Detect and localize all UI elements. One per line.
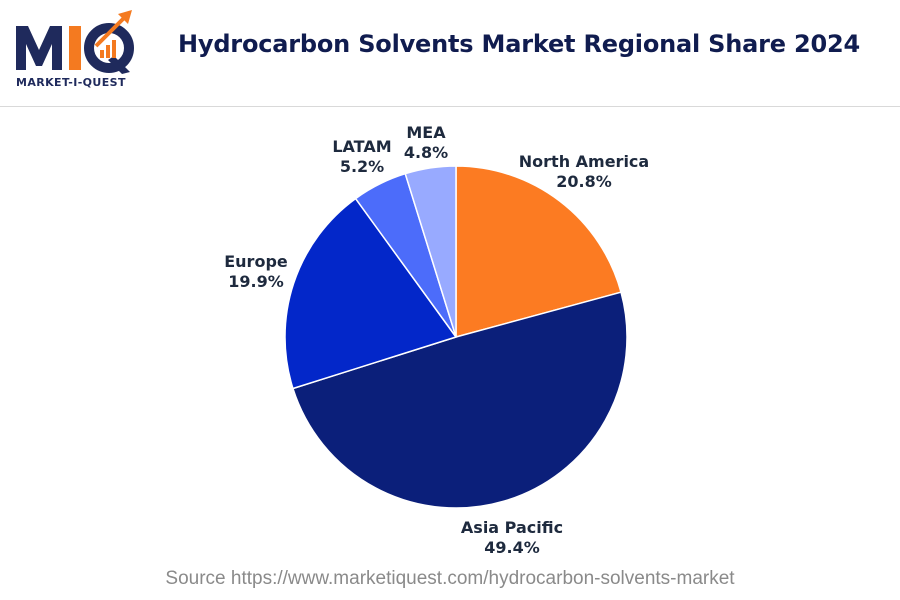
pie-slice-asia-pacific[interactable] — [291, 291, 628, 509]
pie-slice-north-america[interactable] — [455, 165, 622, 338]
source-note[interactable]: Source https://www.marketiquest.com/hydr… — [165, 568, 735, 589]
pie-label-mea: MEA 4.8% — [404, 123, 448, 162]
chart-title: Hydrocarbon Solvents Market Regional Sha… — [178, 30, 861, 58]
miq-logo-mark — [16, 10, 134, 74]
pie-label-north-america: North America 20.8% — [519, 152, 649, 191]
brand-logo[interactable]: MARKET-I-QUEST — [14, 10, 144, 94]
logo-subtitle: MARKET-I-QUEST — [16, 76, 126, 89]
header: MARKET-I-QUEST Hydrocarbon Solvents Mark… — [0, 0, 900, 107]
pie-slice-europe[interactable] — [284, 197, 458, 390]
pie-slice-mea[interactable] — [404, 165, 457, 338]
pie-label-asia-pacific: Asia Pacific 49.4% — [461, 518, 563, 557]
pie-label-latam: LATAM 5.2% — [332, 137, 391, 176]
pie-label-europe: Europe 19.9% — [224, 252, 288, 291]
